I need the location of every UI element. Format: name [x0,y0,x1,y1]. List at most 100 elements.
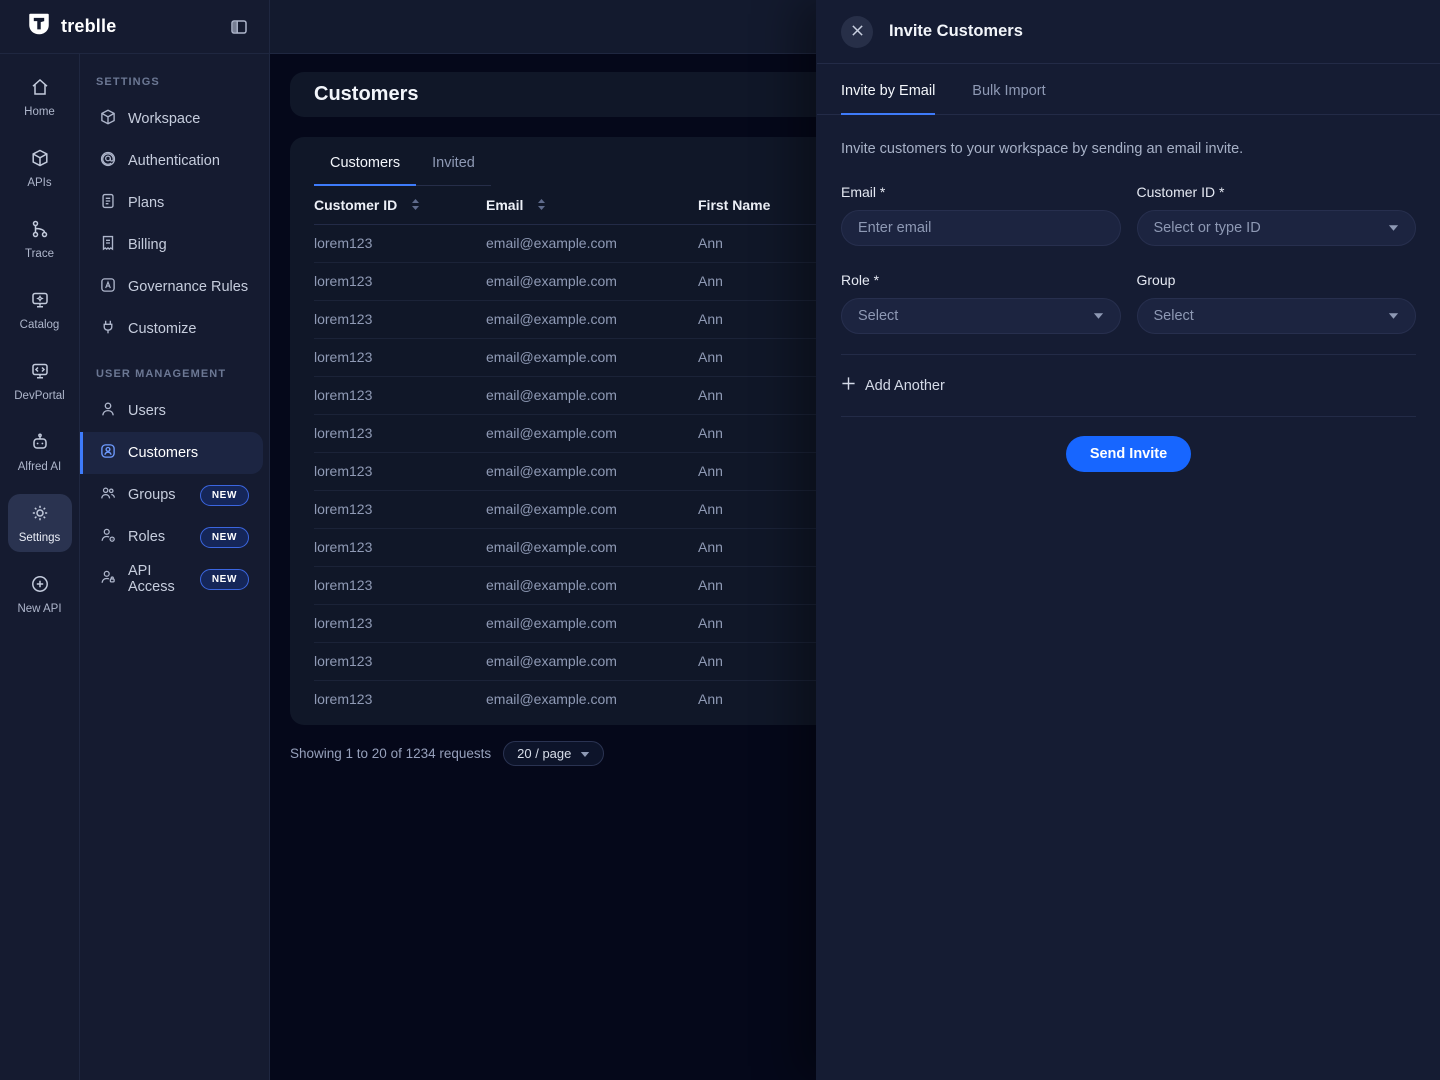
cell-first-name: Ann [698,349,723,365]
cell-email: email@example.com [486,425,617,441]
email-input[interactable] [841,210,1121,246]
rail-item-settings[interactable]: Settings [7,494,72,552]
role-select[interactable]: Select [841,298,1121,334]
cell-email: email@example.com [486,387,617,403]
rail-item-label: APIs [27,177,52,189]
api-access-key-icon [99,568,117,590]
section-title-user-management: USER MANAGEMENT [96,368,227,380]
rail-item-apis[interactable]: APIs [8,139,72,197]
rail-item-alfred-ai[interactable]: Alfred AI [8,423,72,481]
customer-id-label: Customer ID * [1136,184,1225,200]
sidebar: treblle Home APIs Trace [0,0,270,1080]
group-select[interactable]: Select [1136,298,1416,334]
sidebar-item-governance-rules[interactable]: Governance Rules [80,266,263,308]
sidebar-item-billing[interactable]: Billing [80,224,263,266]
cell-first-name: Ann [698,577,723,593]
cell-first-name: Ann [698,539,723,555]
sidebar-item-customize[interactable]: Customize [80,308,263,350]
add-another-button[interactable]: Add Another [841,376,945,395]
sidebar-item-workspace[interactable]: Workspace [80,98,263,140]
sort-icon[interactable] [537,198,546,211]
cube-icon [30,148,50,171]
sidebar-item-label: Governance Rules [128,279,249,295]
sidebar-item-label: Customers [128,445,199,461]
cell-email: email@example.com [486,501,617,517]
group-label: Group [1136,272,1176,288]
cell-first-name: Ann [698,463,723,479]
cell-first-name: Ann [698,691,723,708]
sidebar-collapse-icon[interactable] [225,13,253,41]
cell-email: email@example.com [486,463,617,479]
sidebar-item-label: Customize [128,321,197,337]
sidebar-item-authentication[interactable]: Authentication [80,140,263,182]
send-invite-button[interactable]: Send Invite [1065,436,1192,472]
settings-panel: SETTINGS Workspace Authentication Plans … [80,54,269,1080]
sidebar-item-label: Plans [128,195,165,211]
rail-item-label: Alfred AI [17,461,62,473]
close-button[interactable] [841,15,873,48]
plus-circle-icon [30,574,50,597]
robot-icon [30,432,50,455]
cell-first-name: Ann [698,235,723,251]
column-header-customer-id[interactable]: Customer ID [314,186,486,225]
role-field-group: Role * Select [841,272,1121,334]
page-size-dropdown[interactable]: 20 / page [503,741,605,766]
close-icon [851,24,864,40]
customer-card-icon [99,442,117,464]
tab-bulk-import[interactable]: Bulk Import [972,83,1046,99]
section-title-settings: SETTINGS [96,76,160,88]
invite-form: Email * Customer ID * Select or type ID … [817,184,1440,334]
drawer-header: Invite Customers [817,0,1440,64]
cell-email: email@example.com [486,235,617,251]
tab-invited[interactable]: Invited [432,155,475,171]
cell-first-name: Ann [698,615,723,631]
cell-email: email@example.com [486,653,617,669]
cell-customer-id: lorem123 [314,539,373,555]
role-gear-icon [99,526,117,548]
new-badge: NEW [199,526,249,548]
send-invite-row: Send Invite [817,436,1440,472]
divider [841,354,1416,355]
workspace-cube-icon [99,108,117,130]
sidebar-item-plans[interactable]: Plans [80,182,263,224]
email-label: Email * [841,184,886,200]
rail-item-catalog[interactable]: Catalog [8,281,72,339]
chevron-down-icon [1388,220,1399,236]
sidebar-item-groups[interactable]: Groups NEW [80,474,263,516]
table-tabs: Customers Invited [314,139,491,186]
cell-email: email@example.com [486,691,617,708]
trace-branch-icon [30,219,50,242]
divider [841,416,1416,417]
sidebar-body: Home APIs Trace Catalog DevPortal [0,54,269,1080]
sidebar-item-users[interactable]: Users [80,390,263,432]
column-header-email[interactable]: Email [486,186,698,225]
tab-customers[interactable]: Customers [314,139,417,186]
group-icon [99,484,117,506]
tab-invite-by-email[interactable]: Invite by Email [841,64,936,115]
cell-email: email@example.com [486,349,617,365]
cell-customer-id: lorem123 [314,349,373,365]
cell-customer-id: lorem123 [314,577,373,593]
sidebar-item-roles[interactable]: Roles NEW [80,516,263,558]
rail-item-trace[interactable]: Trace [8,210,72,268]
rail-item-home[interactable]: Home [8,68,72,126]
sidebar-item-customers[interactable]: Customers [80,432,263,474]
sidebar-item-api-access[interactable]: API Access NEW [80,558,263,600]
rail-item-new-api[interactable]: New API [8,565,72,623]
governance-a-icon [99,276,117,298]
new-badge: NEW [199,484,249,506]
cell-customer-id: lorem123 [314,615,373,631]
sidebar-header: treblle [0,0,269,54]
cell-customer-id: lorem123 [314,463,373,479]
rail-item-devportal[interactable]: DevPortal [8,352,72,410]
customer-id-select[interactable]: Select or type ID [1136,210,1416,246]
sidebar-item-label: Authentication [128,153,220,169]
drawer-tabs: Invite by Email Bulk Import [817,64,1440,115]
invite-customers-drawer: Invite Customers Invite by Email Bulk Im… [816,0,1440,1080]
sort-icon[interactable] [411,198,420,211]
treblle-shield-icon [26,11,52,42]
gear-icon [30,503,50,526]
cell-email: email@example.com [486,311,617,327]
document-icon [99,192,117,214]
